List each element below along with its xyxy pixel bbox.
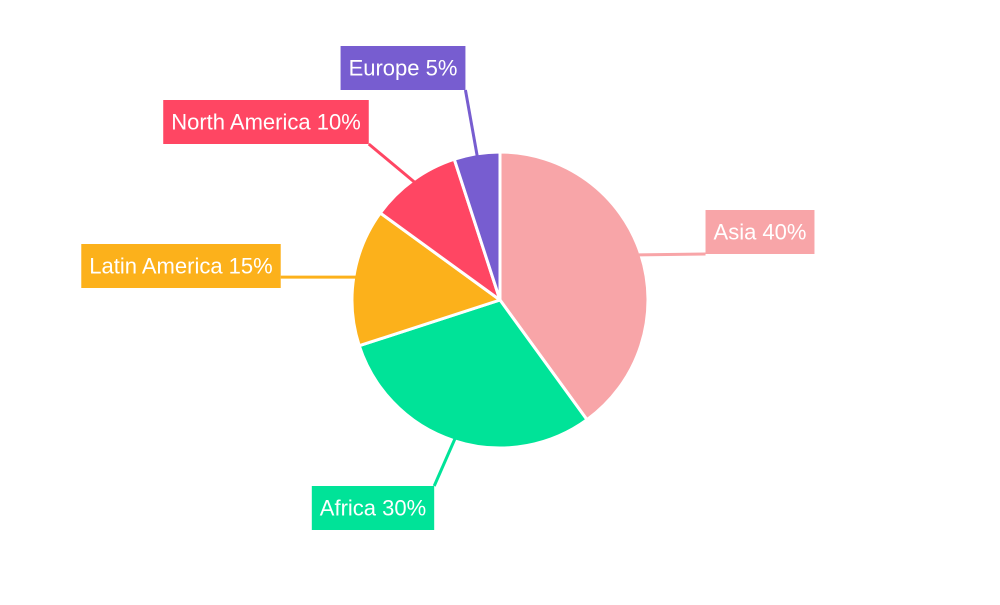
leader-line-europe bbox=[463, 89, 479, 157]
data-label-text-europe: Europe 5% bbox=[349, 56, 458, 81]
leader-line-africa bbox=[432, 438, 457, 487]
data-label-box-north-america bbox=[163, 100, 369, 144]
data-label-asia: Asia 40% bbox=[705, 210, 815, 254]
data-label-text-north-america: North America 10% bbox=[171, 110, 361, 135]
data-label-latin-america: Latin America 15% bbox=[81, 244, 281, 288]
data-label-box-asia bbox=[705, 210, 815, 254]
leader-line-asia bbox=[638, 252, 706, 257]
data-label-north-america: North America 10% bbox=[163, 100, 369, 144]
slices-layer bbox=[350, 150, 650, 450]
data-labels-layer: Asia 40% Africa 30% Latin America 15% North… bbox=[81, 46, 815, 530]
leader-line-north-america bbox=[367, 142, 416, 184]
data-label-africa: Africa 30% bbox=[311, 486, 435, 530]
data-label-europe: Europe 5% bbox=[340, 46, 466, 90]
data-label-text-asia: Asia 40% bbox=[714, 220, 807, 245]
data-label-box-africa bbox=[311, 486, 435, 530]
data-label-box-europe bbox=[340, 46, 466, 90]
data-label-text-africa: Africa 30% bbox=[320, 496, 426, 521]
data-label-box-latin-america bbox=[81, 244, 281, 288]
data-label-text-latin-america: Latin America 15% bbox=[89, 254, 272, 279]
leader-lines-layer bbox=[280, 89, 706, 487]
